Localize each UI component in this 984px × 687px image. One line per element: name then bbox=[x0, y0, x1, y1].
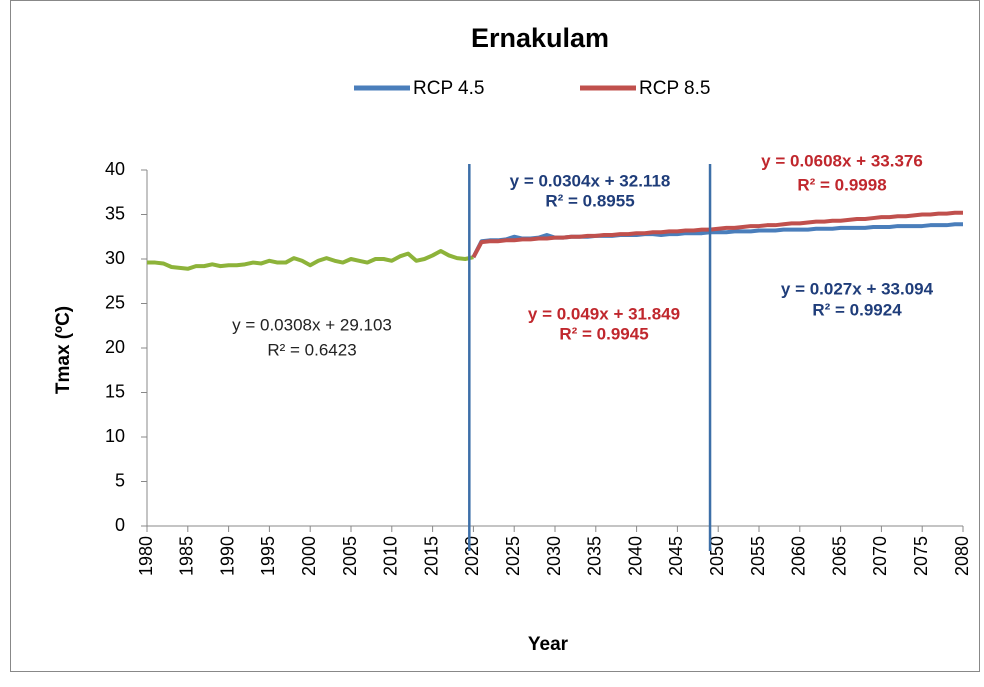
y-tick-label: 10 bbox=[105, 426, 125, 446]
x-tick-label: 2040 bbox=[625, 536, 645, 576]
x-tick-label: 2045 bbox=[666, 536, 686, 576]
x-tick-label: 2080 bbox=[952, 536, 972, 576]
y-tick-label: 0 bbox=[115, 515, 125, 535]
x-tick-label: 2055 bbox=[748, 536, 768, 576]
annotation: R² = 0.8955 bbox=[545, 191, 634, 210]
x-tick-label: 2030 bbox=[544, 536, 564, 576]
y-tick-label: 40 bbox=[105, 159, 125, 179]
annotation: y = 0.027x + 33.094 bbox=[781, 279, 934, 298]
annotation: y = 0.0308x + 29.103 bbox=[232, 315, 392, 334]
x-tick-label: 2075 bbox=[911, 536, 931, 576]
x-tick-label: 2020 bbox=[462, 536, 482, 576]
x-tick-label: 2005 bbox=[340, 536, 360, 576]
legend-label: RCP 8.5 bbox=[639, 78, 710, 99]
annotation: y = 0.049x + 31.849 bbox=[528, 304, 680, 323]
x-tick-label: 1995 bbox=[258, 536, 278, 576]
x-tick-label: 2025 bbox=[503, 536, 523, 576]
y-tick-label: 25 bbox=[105, 292, 125, 312]
x-tick-label: 2050 bbox=[707, 536, 727, 576]
x-tick-label: 1990 bbox=[217, 536, 237, 576]
x-tick-label: 2065 bbox=[829, 536, 849, 576]
x-tick-label: 2070 bbox=[870, 536, 890, 576]
series-line bbox=[471, 210, 963, 259]
y-tick-label: 15 bbox=[105, 381, 125, 401]
annotation: R² = 0.9998 bbox=[797, 175, 886, 194]
legend-label: RCP 4.5 bbox=[413, 78, 484, 99]
y-tick-label: 35 bbox=[105, 203, 125, 223]
x-tick-label: 2035 bbox=[585, 536, 605, 576]
x-tick-label: 1985 bbox=[177, 536, 197, 576]
series-line bbox=[147, 248, 474, 271]
x-axis-label: Year bbox=[528, 634, 569, 655]
chart-title: Ernakulam bbox=[471, 23, 609, 53]
annotation: R² = 0.9945 bbox=[559, 324, 648, 343]
annotation: y = 0.0608x + 33.376 bbox=[761, 151, 923, 170]
x-tick-label: 2000 bbox=[299, 536, 319, 576]
x-tick-label: 2060 bbox=[789, 536, 809, 576]
annotation: R² = 0.6423 bbox=[267, 340, 356, 359]
y-tick-label: 5 bbox=[115, 470, 125, 490]
x-tick-label: 2010 bbox=[381, 536, 401, 576]
y-tick-label: 20 bbox=[105, 337, 125, 357]
annotation: R² = 0.9924 bbox=[812, 300, 902, 319]
x-tick-label: 2015 bbox=[421, 536, 441, 576]
x-tick-label: 1980 bbox=[136, 536, 156, 576]
chart-border bbox=[10, 0, 980, 672]
y-tick-label: 30 bbox=[105, 248, 125, 268]
y-axis-label: Tmax (ºC) bbox=[53, 306, 74, 394]
annotation: y = 0.0304x + 32.118 bbox=[510, 171, 671, 190]
